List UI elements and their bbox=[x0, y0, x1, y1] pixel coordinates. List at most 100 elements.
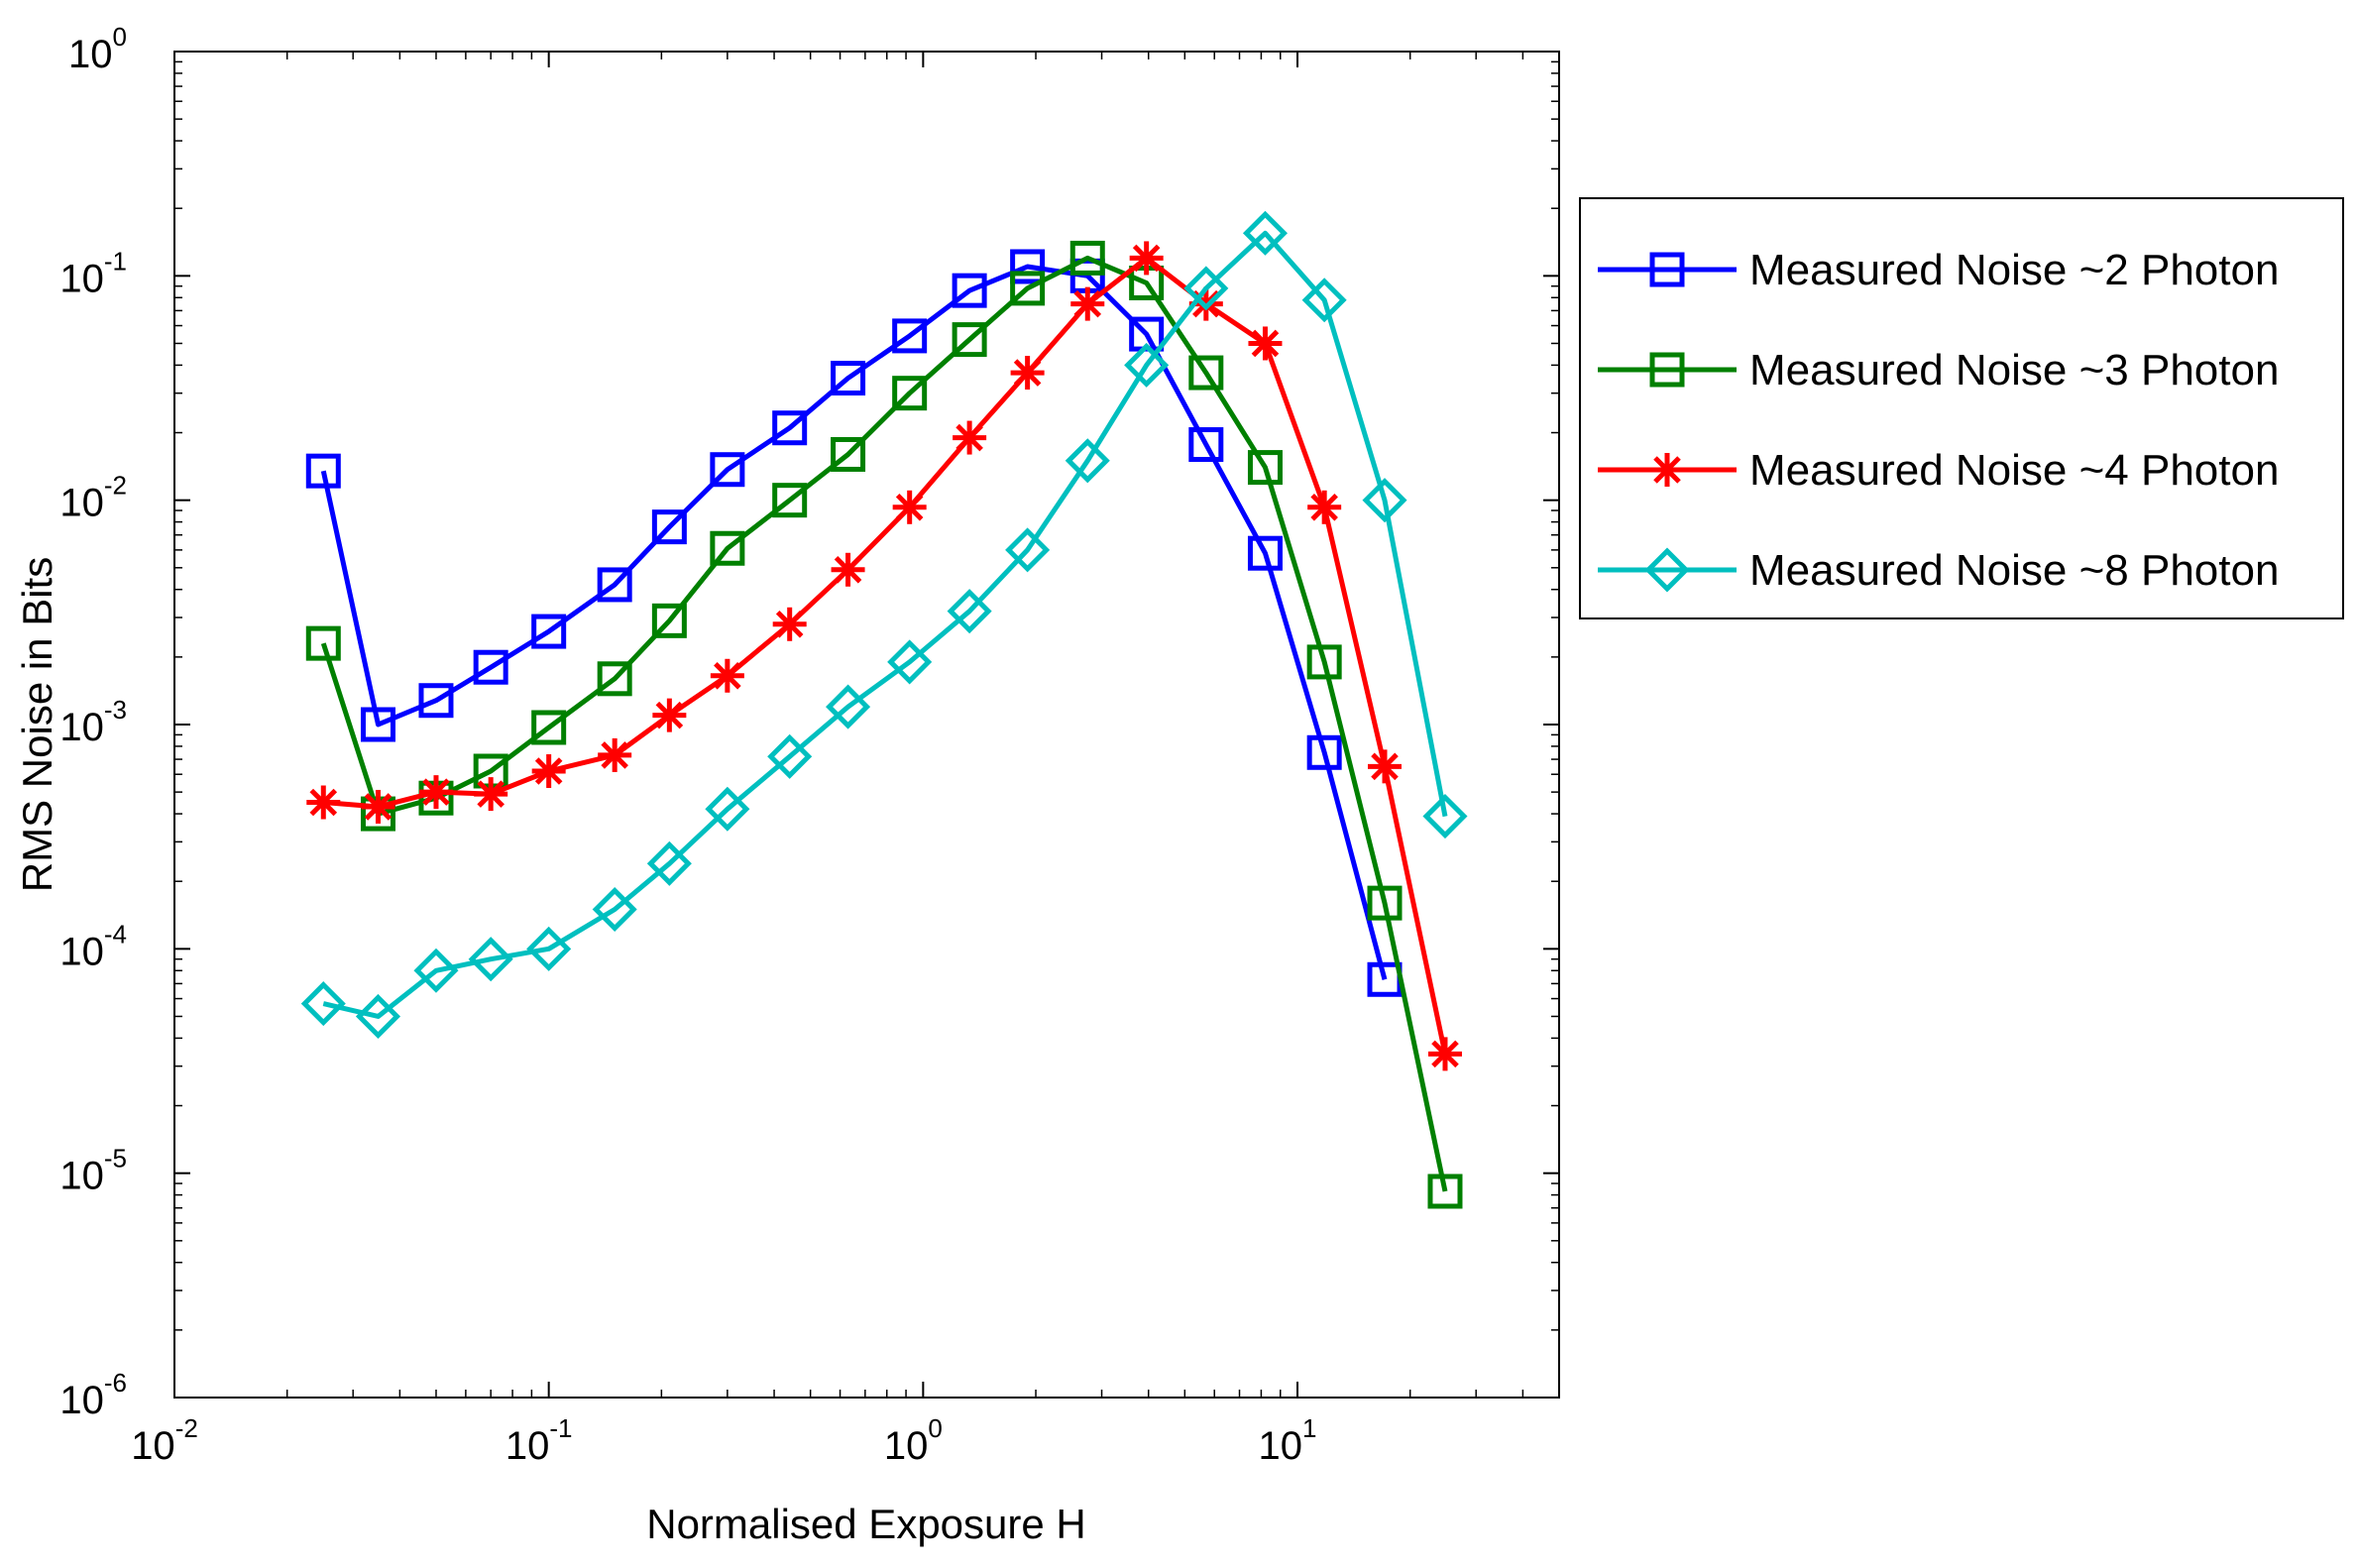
y-tick-exponent: -6 bbox=[104, 1368, 127, 1398]
data-point bbox=[531, 614, 567, 649]
x-tick-exponent: -1 bbox=[549, 1413, 572, 1443]
data-point bbox=[1427, 1037, 1462, 1071]
data-point bbox=[826, 684, 871, 729]
y-tick-exponent: -4 bbox=[104, 919, 127, 949]
data-point bbox=[1307, 490, 1342, 524]
data-point bbox=[1183, 266, 1229, 311]
legend: Measured Noise ~2 Photon Measured Noise ~… bbox=[1579, 197, 2344, 619]
data-point bbox=[892, 376, 928, 411]
data-point bbox=[772, 607, 807, 641]
legend-marker bbox=[1650, 453, 1684, 487]
legend-marker bbox=[1649, 352, 1685, 388]
data-point bbox=[1422, 794, 1468, 840]
y-tick-base: 10 bbox=[59, 1379, 104, 1422]
data-point bbox=[947, 589, 992, 634]
data-point bbox=[1069, 240, 1105, 276]
data-point bbox=[772, 410, 808, 446]
data-point bbox=[831, 552, 865, 587]
y-tick-exponent: -5 bbox=[104, 1144, 127, 1174]
series-4 bbox=[300, 210, 1468, 1040]
x-tick-exponent: 1 bbox=[1302, 1413, 1316, 1443]
data-point bbox=[705, 786, 750, 832]
data-point bbox=[1010, 249, 1046, 284]
data-point bbox=[1367, 885, 1403, 921]
x-tick-base: 10 bbox=[884, 1424, 929, 1468]
data-point bbox=[300, 981, 346, 1027]
legend-entry: Measured Noise ~8 Photon bbox=[1598, 546, 2279, 595]
data-point bbox=[953, 420, 987, 455]
data-point bbox=[767, 733, 813, 779]
x-tick-exponent: -2 bbox=[175, 1413, 198, 1443]
data-point bbox=[418, 775, 453, 810]
x-tick-label: 101 bbox=[1259, 1413, 1317, 1468]
data-point bbox=[1129, 241, 1164, 276]
data-point bbox=[306, 785, 341, 820]
y-tick-label: 100 bbox=[68, 22, 127, 76]
data-point bbox=[772, 483, 808, 518]
legend-label: Measured Noise ~8 Photon bbox=[1749, 546, 2279, 595]
data-point bbox=[413, 948, 459, 993]
y-tick-label: 10-3 bbox=[59, 695, 127, 749]
data-point bbox=[1010, 356, 1045, 391]
data-point bbox=[651, 509, 687, 545]
data-point bbox=[361, 789, 395, 824]
data-point bbox=[710, 658, 744, 693]
data-point bbox=[597, 567, 632, 603]
x-axis-label: Normalised Exposure H bbox=[646, 1501, 1086, 1547]
data-point bbox=[831, 436, 866, 472]
y-tick-exponent: 0 bbox=[113, 22, 127, 52]
x-tick-label: 100 bbox=[884, 1413, 943, 1468]
data-point bbox=[1368, 749, 1403, 784]
data-point bbox=[1362, 478, 1407, 523]
series-2 bbox=[305, 240, 1463, 1209]
data-point bbox=[952, 322, 987, 358]
data-point bbox=[305, 625, 341, 661]
data-point bbox=[1070, 286, 1105, 321]
y-tick-base: 10 bbox=[59, 930, 104, 973]
data-point bbox=[1247, 535, 1283, 571]
data-point bbox=[1124, 342, 1170, 388]
x-tick-base: 10 bbox=[131, 1424, 175, 1468]
data-point bbox=[1248, 326, 1283, 361]
series-layer bbox=[300, 210, 1468, 1209]
data-point bbox=[468, 937, 513, 982]
y-tick-label: 10-5 bbox=[59, 1144, 127, 1198]
legend-entry: Measured Noise ~3 Photon bbox=[1598, 346, 2279, 394]
x-tick-base: 10 bbox=[1259, 1424, 1303, 1468]
data-point bbox=[1188, 355, 1224, 391]
x-tick-label: 10-1 bbox=[505, 1413, 573, 1468]
data-point bbox=[831, 361, 866, 396]
y-tick-exponent: -2 bbox=[104, 471, 127, 501]
data-point bbox=[1188, 427, 1224, 463]
series-3 bbox=[306, 241, 1462, 1071]
legend-label: Measured Noise ~3 Photon bbox=[1749, 346, 2279, 394]
data-point bbox=[597, 661, 632, 697]
x-tick-exponent: 0 bbox=[928, 1413, 942, 1443]
y-tick-exponent: -3 bbox=[104, 695, 127, 725]
y-tick-label: 10-1 bbox=[59, 246, 127, 300]
data-point bbox=[651, 603, 687, 638]
data-point bbox=[1005, 527, 1051, 573]
plot-area bbox=[173, 51, 1560, 1399]
y-tick-exponent: -1 bbox=[104, 246, 127, 276]
y-tick-base: 10 bbox=[59, 257, 104, 300]
axis-ticks: 10-2 10-1 100 10110-610-510-410-310-210-110… bbox=[59, 22, 1559, 1468]
legend-marker bbox=[1644, 547, 1690, 593]
legend-label: Measured Noise ~2 Photon bbox=[1749, 246, 2279, 294]
series-line bbox=[320, 264, 1388, 980]
x-tick-base: 10 bbox=[505, 1424, 550, 1468]
data-point bbox=[360, 707, 395, 742]
data-point bbox=[887, 639, 933, 685]
data-point bbox=[892, 318, 928, 354]
data-point bbox=[1242, 210, 1289, 256]
data-point bbox=[305, 453, 341, 489]
data-point bbox=[1065, 438, 1110, 484]
data-point bbox=[1247, 450, 1283, 486]
y-tick-base: 10 bbox=[59, 1155, 104, 1198]
data-point bbox=[1010, 271, 1046, 306]
data-point bbox=[646, 840, 692, 886]
y-axis-label: RMS Noise in Bits bbox=[14, 557, 60, 892]
data-point bbox=[1306, 734, 1342, 770]
